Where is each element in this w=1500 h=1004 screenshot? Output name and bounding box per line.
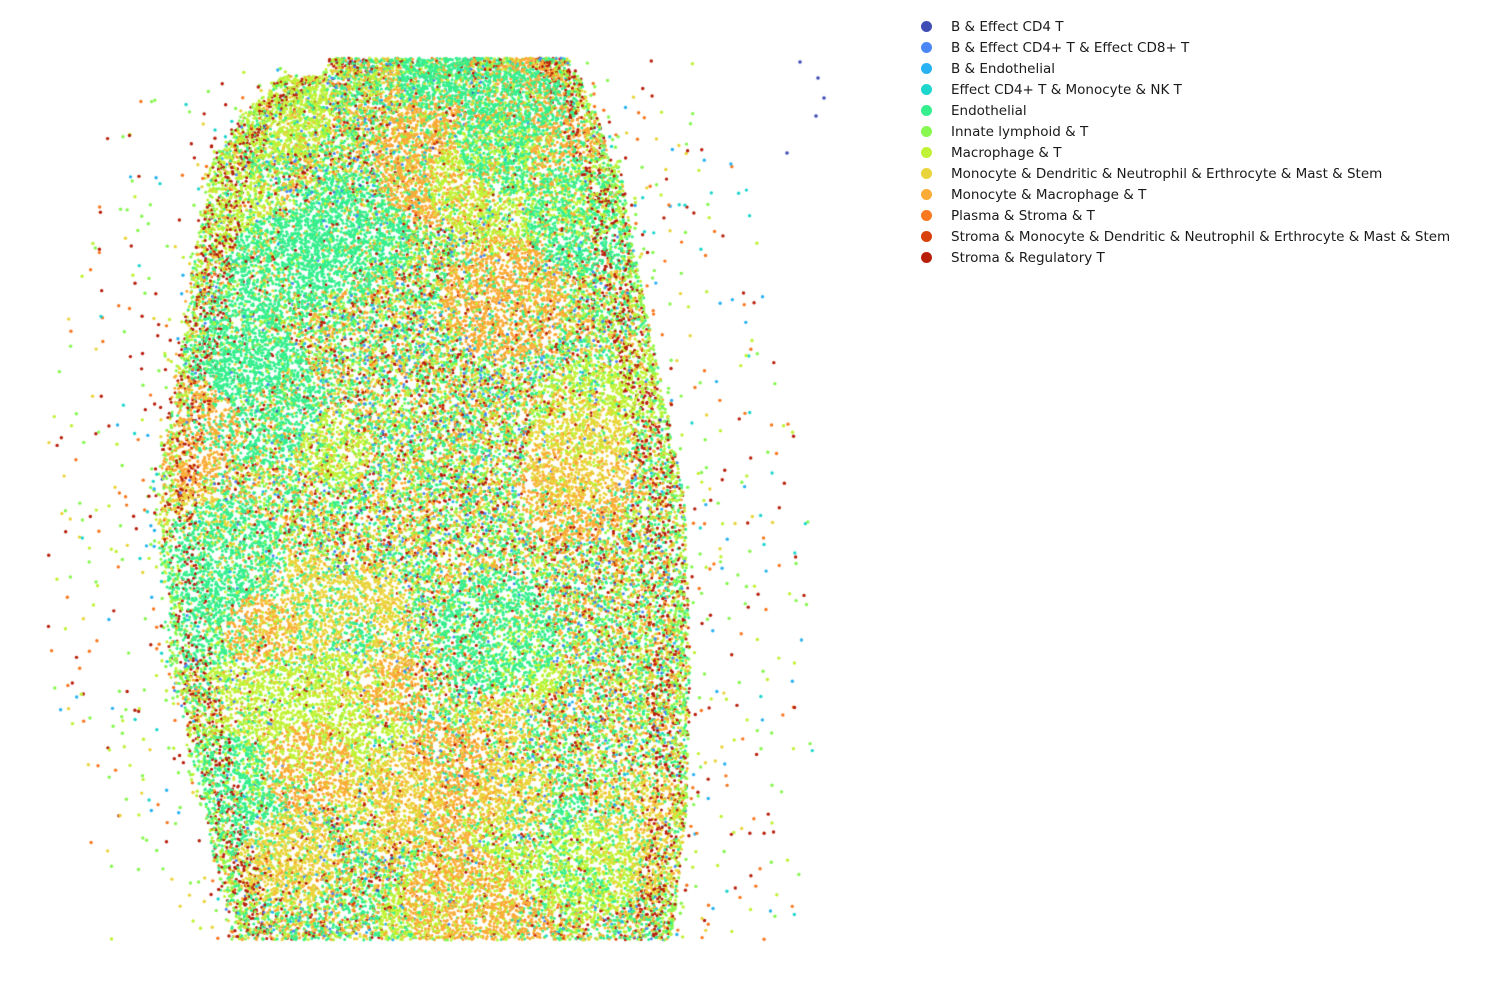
legend-marker-icon <box>921 189 932 200</box>
legend-item: Innate lymphoid & T <box>912 121 1492 142</box>
legend-marker-icon <box>921 231 932 242</box>
legend-label: Macrophage & T <box>951 144 1062 161</box>
legend-label: Stroma & Regulatory T <box>951 249 1105 266</box>
legend-label: B & Endothelial <box>951 60 1055 77</box>
legend-label: Monocyte & Macrophage & T <box>951 186 1147 203</box>
legend-item: Endothelial <box>912 100 1492 121</box>
legend-item: Plasma & Stroma & T <box>912 205 1492 226</box>
legend-item: B & Effect CD4+ T & Effect CD8+ T <box>912 37 1492 58</box>
legend-label: Endothelial <box>951 102 1027 119</box>
legend-label: Stroma & Monocyte & Dendritic & Neutroph… <box>951 228 1451 245</box>
legend-item: Monocyte & Dendritic & Neutrophil & Erth… <box>912 163 1492 184</box>
legend-item: Stroma & Regulatory T <box>912 247 1492 268</box>
legend: B & Effect CD4 T B & Effect CD4+ T & Effe… <box>912 16 1492 268</box>
legend-label: Plasma & Stroma & T <box>951 207 1095 224</box>
legend-marker-icon <box>921 63 932 74</box>
legend-marker-icon <box>921 126 932 137</box>
legend-label: Effect CD4+ T & Monocyte & NK T <box>951 81 1182 98</box>
legend-marker-icon <box>921 84 932 95</box>
legend-marker-icon <box>921 168 932 179</box>
legend-marker-icon <box>921 42 932 53</box>
legend-item: Macrophage & T <box>912 142 1492 163</box>
legend-label: Innate lymphoid & T <box>951 123 1089 140</box>
scatter-points-canvas <box>0 0 900 1000</box>
legend-item: B & Effect CD4 T <box>912 16 1492 37</box>
legend-item: Effect CD4+ T & Monocyte & NK T <box>912 79 1492 100</box>
scatter-plot-area <box>0 0 900 1000</box>
legend-marker-icon <box>921 105 932 116</box>
legend-item: Stroma & Monocyte & Dendritic & Neutroph… <box>912 226 1492 247</box>
legend-label: B & Effect CD4+ T & Effect CD8+ T <box>951 39 1190 56</box>
legend-item: B & Endothelial <box>912 58 1492 79</box>
legend-label: Monocyte & Dendritic & Neutrophil & Erth… <box>951 165 1383 182</box>
legend-item: Monocyte & Macrophage & T <box>912 184 1492 205</box>
legend-marker-icon <box>921 252 932 263</box>
legend-marker-icon <box>921 210 932 221</box>
legend-marker-icon <box>921 21 932 32</box>
legend-label: B & Effect CD4 T <box>951 18 1064 35</box>
legend-marker-icon <box>921 147 932 158</box>
